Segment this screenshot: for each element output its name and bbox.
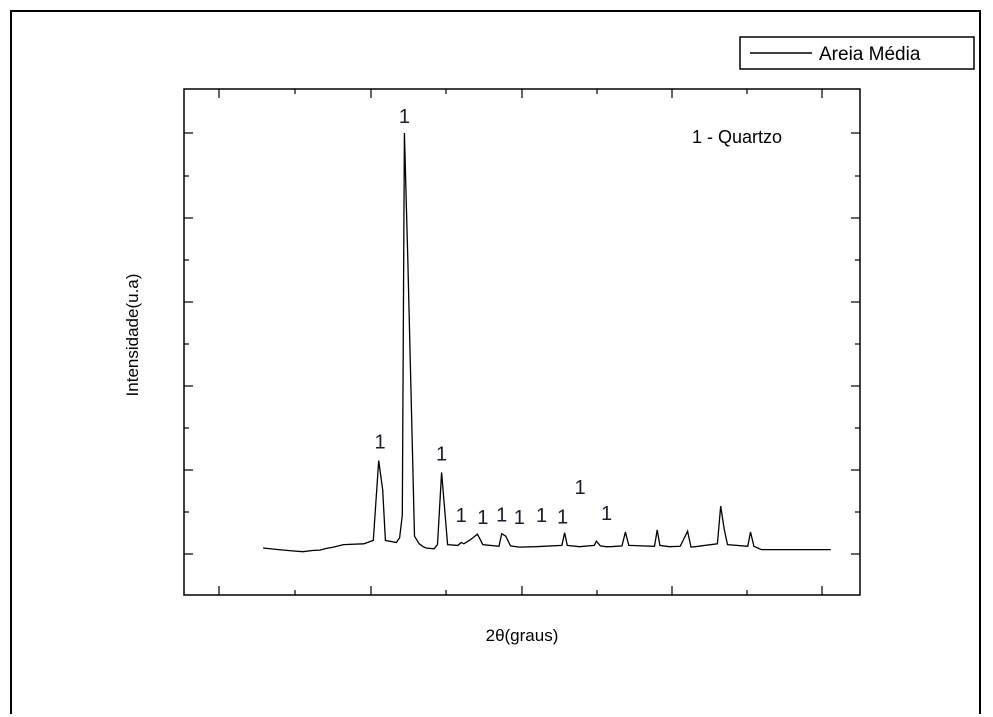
peak-label-quartzo: 1 [557,507,568,529]
peak-label-quartzo: 1 [436,443,447,465]
peak-label-quartzo: 1 [514,507,525,529]
figure-frame [10,10,981,714]
peak-label-quartzo: 1 [496,505,507,527]
legend-label: Areia Média [819,44,921,65]
axis-ticks [184,89,860,595]
peak-label-quartzo: 1 [477,507,488,529]
peak-label-quartzo: 1 [575,477,586,499]
annotation-quartzo: 1 - Quartzo [692,127,782,147]
legend: Areia Média [739,36,975,70]
x-axis-label: 2θ(graus) [486,626,559,645]
peak-label-quartzo: 1 [374,432,385,454]
peak-label-quartzo: 1 [536,505,547,527]
peak-label-quartzo: 1 [601,503,612,525]
peak-label-quartzo: 1 [456,505,467,527]
y-axis-label: Intensidade(u.a) [123,274,142,397]
series-line-areia-media [263,132,831,553]
peak-label-quartzo: 1 [399,106,410,128]
